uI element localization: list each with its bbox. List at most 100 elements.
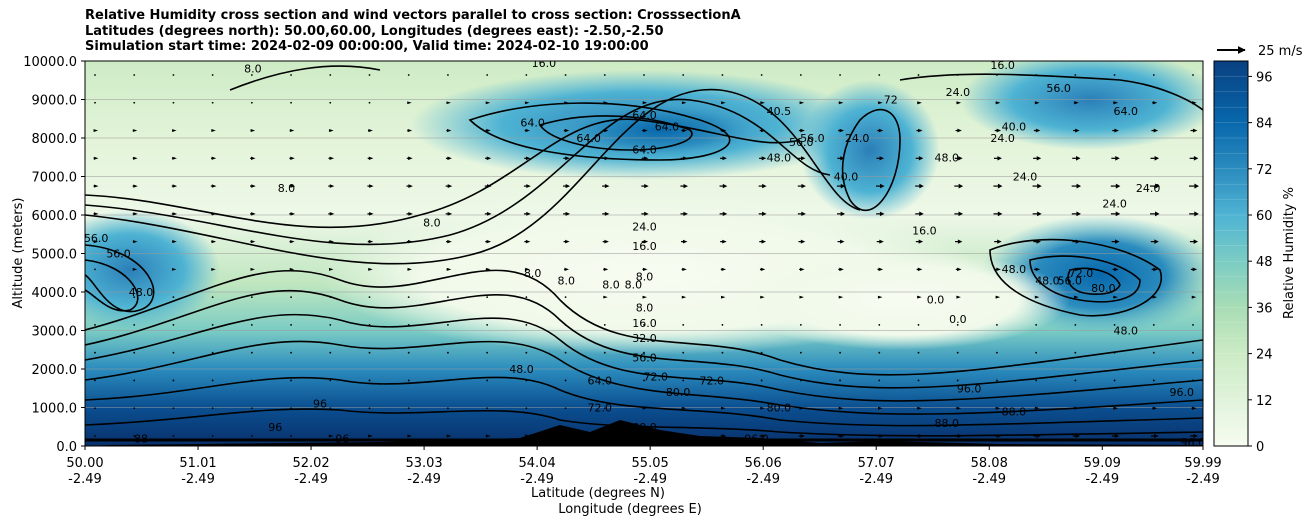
wind-arrow [564, 324, 567, 326]
wind-arrow [1072, 239, 1081, 244]
contour-top-left [229, 65, 381, 91]
wind-arrow [1033, 239, 1041, 244]
wind-arrow [1074, 324, 1077, 326]
wind-arrow [1152, 324, 1155, 326]
x-tick-label-lat: 53.03 [405, 456, 442, 471]
wind-arrow [876, 239, 884, 244]
wind-arrow [1150, 211, 1160, 217]
wind-arrow [329, 324, 332, 326]
wind-arrow [563, 128, 570, 133]
wind-arrow [1152, 101, 1158, 105]
wind-arrow [447, 379, 449, 382]
wind-arrow [94, 74, 96, 76]
wind-arrow [93, 129, 99, 132]
wind-arrow [1149, 183, 1160, 189]
contour-label: 88.0 [1002, 405, 1027, 418]
x-tick-label-lon: -2.49 [68, 472, 102, 487]
contour-label: 8.0 [244, 63, 262, 76]
wind-arrow [1033, 433, 1041, 439]
contour-label: 48.0 [1035, 274, 1060, 287]
wind-arrow [1035, 379, 1038, 382]
contour-label: 80.0 [632, 421, 657, 434]
wind-arrow [524, 434, 530, 438]
wind-arrow [641, 239, 649, 244]
wind-arrow [368, 379, 371, 382]
wind-arrow [563, 211, 571, 216]
wind-arrow [524, 101, 530, 105]
wind-arrow [759, 267, 766, 272]
wind-arrow [133, 379, 136, 382]
wind-arrow [564, 101, 569, 105]
wind-arrow [680, 211, 688, 216]
x-tick-label-lat: 52.02 [292, 456, 329, 471]
x-tick-label-lat: 58.08 [971, 456, 1008, 471]
wind-arrow [564, 267, 570, 271]
wind-arrow [211, 324, 214, 326]
contour-8 [85, 118, 801, 229]
wind-arrow [1074, 74, 1077, 76]
wind-arrow [1113, 351, 1116, 354]
contour-label: 64.0 [520, 117, 545, 130]
wind-arrow [447, 324, 449, 326]
wind-arrow [367, 184, 374, 188]
wind-arrow [290, 324, 292, 326]
wind-arrow [996, 379, 998, 382]
wind-arrow [407, 128, 413, 133]
wind-arrow [564, 407, 567, 410]
wind-arrow [760, 379, 763, 382]
colorbar-ticks: 0 12 24 36 48 60 72 84 96 [1248, 70, 1273, 455]
wind-arrow [917, 324, 920, 326]
wind-arrow [94, 379, 96, 382]
wind-arrow [445, 184, 453, 188]
wind-arrow [839, 379, 841, 382]
wind-arrow [290, 101, 292, 104]
contour-label: 16.0 [632, 240, 657, 253]
contour-label: 48.0 [129, 286, 154, 299]
contour-label: 24.0 [1102, 197, 1127, 210]
wind-arrow [525, 296, 528, 299]
x-tick-label-lat: 54.04 [519, 456, 556, 471]
wind-arrow [642, 128, 648, 133]
wind-arrow [1192, 351, 1194, 354]
wind-arrow [955, 434, 963, 438]
x-tick-label-lon: -2.49 [859, 472, 893, 487]
wind-arrow [211, 129, 216, 133]
wind-arrow [759, 239, 767, 244]
wind-arrow [564, 296, 567, 299]
contour-80 [85, 340, 1203, 415]
x-tick-label-lon: -2.49 [1085, 472, 1119, 487]
wind-arrow [172, 435, 175, 437]
wind-arrow [486, 379, 489, 382]
wind-arrow [525, 74, 528, 76]
x-tick-label-lat: 59.99 [1184, 456, 1221, 471]
contour-label: 16.0 [532, 57, 557, 70]
wind-arrow [1152, 74, 1155, 76]
wind-arrow [171, 212, 178, 216]
wind-arrow [484, 211, 492, 216]
wind-arrow [485, 267, 491, 271]
colorbar-tick-label: 60 [1256, 209, 1273, 224]
wind-arrow [211, 74, 214, 76]
contour-label: 32.0 [632, 332, 657, 345]
wind-key: 25 m/s [1217, 44, 1303, 59]
wind-arrow [1152, 351, 1155, 354]
wind-arrow [211, 379, 214, 382]
contour-label: 8.0 [636, 271, 654, 284]
wind-arrow [1152, 379, 1155, 382]
wind-arrow [172, 351, 175, 354]
wind-arrow [1189, 183, 1199, 189]
x-tick-label-lat: 55.05 [632, 456, 669, 471]
wind-arrow [720, 267, 727, 272]
wind-arrow [837, 239, 845, 244]
wind-arrow [878, 406, 883, 410]
wind-arrow [172, 296, 175, 299]
wind-arrow [838, 267, 844, 272]
wind-arrow [1113, 74, 1116, 76]
contour-16 [85, 98, 831, 246]
wind-arrow [289, 156, 295, 160]
contour-label: 16.0 [632, 317, 657, 330]
wind-arrow [368, 324, 371, 326]
wind-arrow [1151, 267, 1158, 272]
wind-arrow [524, 156, 531, 161]
contour-label: 24.0 [632, 221, 657, 234]
